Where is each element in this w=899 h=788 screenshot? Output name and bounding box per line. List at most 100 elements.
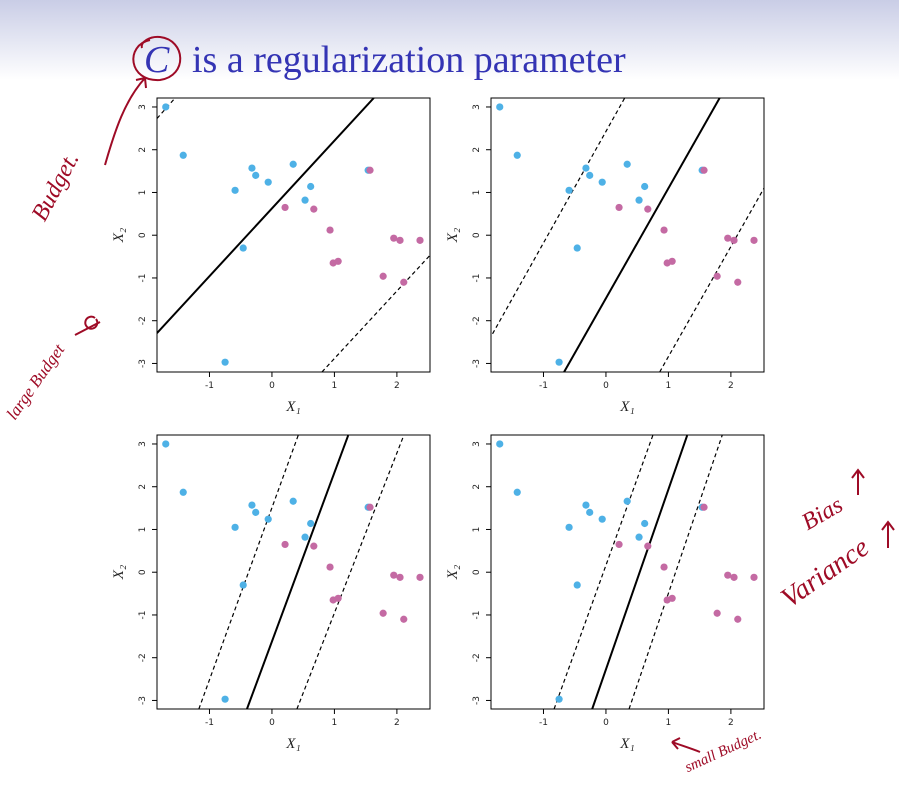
- point: [231, 523, 239, 531]
- y-axis-label: X₂: [111, 228, 127, 243]
- x-tick-label: 2: [728, 718, 734, 728]
- point: [264, 178, 272, 186]
- point: [310, 205, 318, 213]
- margin-line: [553, 435, 654, 709]
- point: [307, 182, 315, 191]
- x-axis-label: X₁: [285, 736, 300, 752]
- title-symbol: C: [144, 39, 170, 81]
- point: [555, 695, 563, 703]
- point: [598, 515, 606, 523]
- y-tick-label: 1: [138, 527, 148, 533]
- plot-frame: [490, 434, 765, 710]
- x-tick-label: 2: [394, 718, 400, 728]
- y-tick-label: -1: [472, 273, 482, 282]
- ink-arrow: [74, 315, 101, 336]
- y-tick-label: -2: [472, 653, 482, 662]
- point: [730, 236, 738, 244]
- point: [724, 234, 732, 242]
- point: [582, 501, 590, 509]
- point: [307, 519, 315, 528]
- point: [598, 178, 606, 186]
- x-tick-label: 0: [269, 381, 275, 391]
- point: [700, 166, 708, 174]
- point: [513, 488, 521, 496]
- plot-panel: -1 0 1 2 -3 -2 -1 0 1 2 3 X₁ X₂: [445, 97, 765, 415]
- point: [301, 196, 309, 204]
- point: [586, 508, 594, 516]
- point: [615, 540, 623, 549]
- point: [724, 571, 732, 579]
- plot-panel: -1 0 1 2 -3 -2 -1 0 1 2 3 X₁ X₂: [111, 434, 431, 752]
- point: [734, 615, 742, 623]
- point: [513, 151, 521, 159]
- ink-arrow: [851, 468, 865, 495]
- x-tick-label: -1: [205, 718, 214, 728]
- y-tick-label: -3: [138, 359, 148, 368]
- point: [379, 609, 387, 617]
- margin-line: [628, 435, 723, 709]
- point: [301, 533, 309, 541]
- ink-arrow: [104, 76, 147, 166]
- x-tick-label: -1: [539, 381, 548, 391]
- point: [248, 501, 256, 509]
- point: [496, 440, 504, 448]
- x-tick-label: 1: [666, 718, 672, 728]
- y-tick-label: 0: [472, 569, 482, 575]
- point: [641, 182, 649, 191]
- point: [162, 440, 170, 448]
- point: [239, 581, 247, 589]
- point: [615, 203, 623, 212]
- point: [231, 186, 239, 194]
- point: [660, 226, 668, 234]
- x-tick-label: -1: [539, 718, 548, 728]
- handwritten-note: Bias: [798, 492, 848, 536]
- y-tick-label: 3: [472, 104, 482, 110]
- point: [573, 244, 581, 252]
- ink-circle: [132, 35, 182, 82]
- slide-title: is a regularization parameter: [192, 39, 626, 81]
- y-axis-label: X₂: [445, 565, 461, 580]
- y-tick-label: 0: [138, 232, 148, 238]
- point: [289, 160, 297, 168]
- point: [396, 573, 404, 581]
- point: [252, 171, 260, 179]
- point: [326, 563, 334, 571]
- point: [221, 358, 229, 366]
- point: [700, 503, 708, 511]
- point: [379, 272, 387, 280]
- y-tick-label: 0: [138, 569, 148, 575]
- y-tick-label: 3: [138, 441, 148, 447]
- margin-line: [491, 98, 626, 338]
- y-tick-label: -2: [138, 653, 148, 662]
- point: [334, 594, 342, 602]
- point: [644, 542, 652, 550]
- point: [281, 203, 289, 212]
- x-tick-label: 1: [666, 381, 672, 391]
- x-tick-label: 2: [728, 381, 734, 391]
- point: [713, 272, 721, 280]
- y-tick-label: -2: [472, 316, 482, 325]
- y-tick-label: -1: [472, 610, 482, 619]
- point: [400, 615, 408, 623]
- y-tick-label: -3: [472, 359, 482, 368]
- y-tick-label: 3: [138, 104, 148, 110]
- x-axis-label: X₁: [619, 399, 634, 415]
- point: [310, 542, 318, 550]
- point: [400, 278, 408, 286]
- point: [366, 503, 374, 511]
- x-tick-label: 0: [269, 718, 275, 728]
- handwritten-note: large Budget: [3, 339, 70, 423]
- y-tick-label: -1: [138, 273, 148, 282]
- point: [289, 497, 297, 505]
- point: [660, 563, 668, 571]
- ink-arrow: [881, 520, 895, 548]
- point: [390, 234, 398, 242]
- point: [641, 519, 649, 528]
- plot-panel: -1 0 1 2 -3 -2 -1 0 1 2 3 X₁ X₂: [111, 97, 431, 415]
- y-tick-label: 1: [472, 527, 482, 533]
- plot-frame: [490, 97, 765, 373]
- point: [248, 164, 256, 172]
- point: [264, 515, 272, 523]
